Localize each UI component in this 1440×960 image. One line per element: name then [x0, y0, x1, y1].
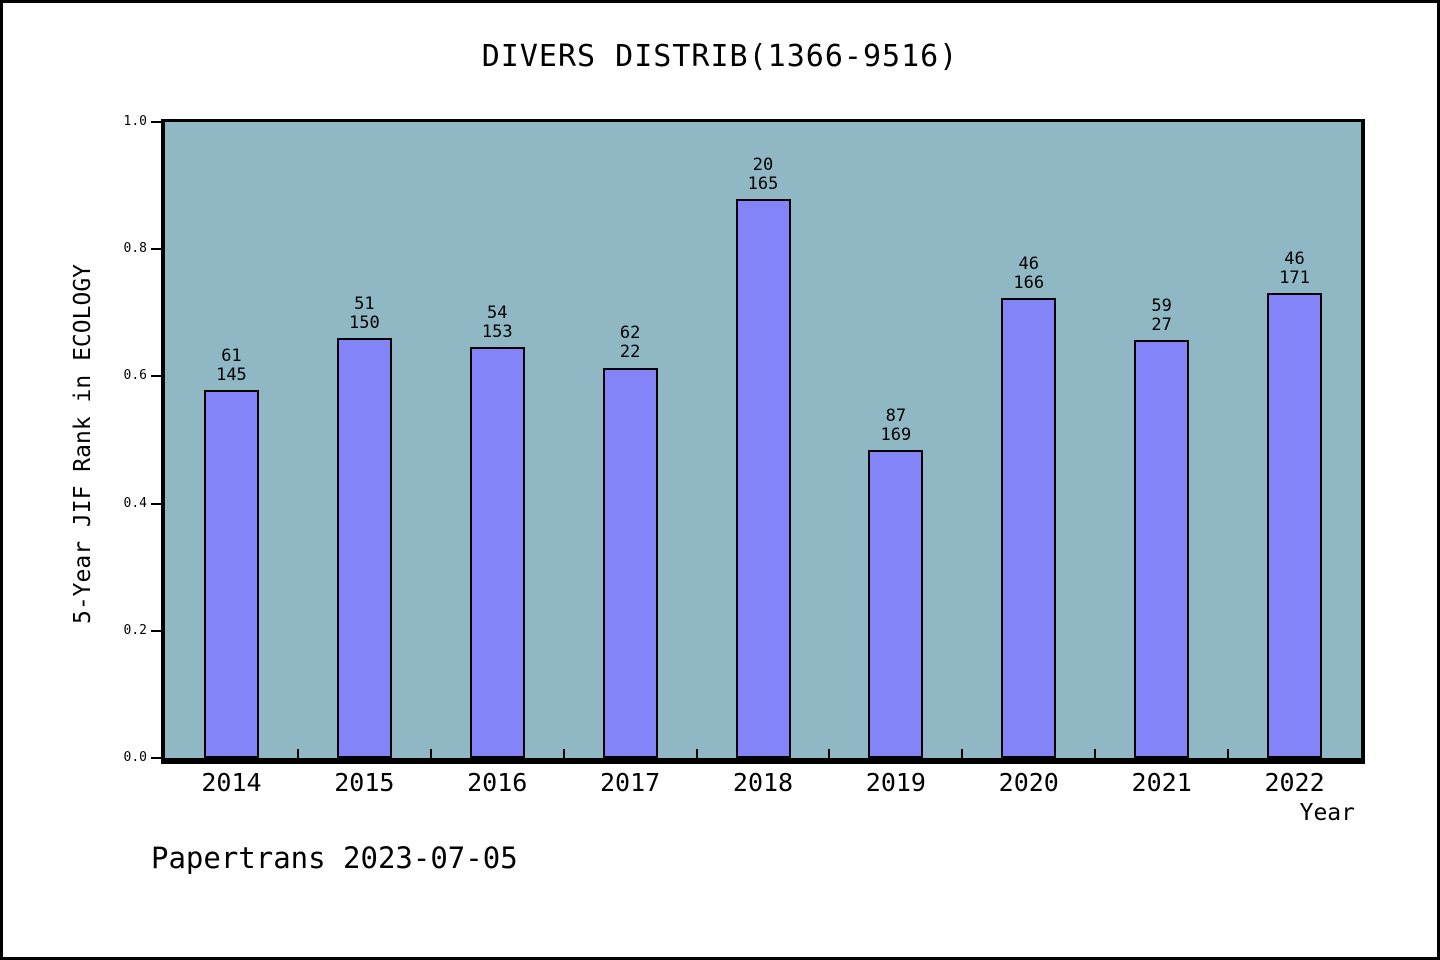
- bar-label: 62 22: [570, 324, 690, 362]
- bar-label-line: 61: [221, 345, 242, 366]
- bar-label: 54 153: [437, 302, 557, 342]
- x-minor-tick: [562, 749, 565, 758]
- bar: [868, 449, 924, 758]
- bar: [602, 367, 658, 758]
- bar-label: 46 171: [1235, 250, 1355, 288]
- bar-label-line: 46: [1018, 254, 1039, 275]
- x-tick-label: 2019: [865, 768, 926, 797]
- y-tick-label: 0.0: [123, 750, 147, 765]
- x-minor-tick: [961, 749, 964, 758]
- bar-label: 59 27: [1102, 297, 1222, 335]
- y-tick: [151, 629, 161, 632]
- plot-area: 0.0 0.2 0.4 0.6 0.8 1.0 61 145 2014 51 150 2015 54 15…: [124, 114, 1365, 797]
- watermark-text: Papertrans 2023-07-05: [151, 841, 518, 875]
- x-tick-label: 2020: [998, 768, 1059, 797]
- bar-label-line: 153: [481, 321, 513, 342]
- y-tick-label: 0.2: [123, 622, 147, 638]
- bar: [1267, 293, 1323, 758]
- y-tick: [151, 121, 161, 123]
- bar: [336, 338, 392, 758]
- bar-label: 87 169: [836, 405, 956, 445]
- bar-label-line: 150: [348, 313, 380, 334]
- y-tick: [151, 757, 161, 759]
- x-minor-tick: [429, 749, 432, 758]
- bar-label-line: 145: [216, 364, 247, 385]
- x-tick-label: 2021: [1131, 768, 1192, 797]
- x-tick-label: 2015: [334, 768, 395, 797]
- bar-label: 61 145: [171, 345, 291, 385]
- bar-label-line: 169: [880, 424, 912, 445]
- bar-label-line: 166: [1013, 273, 1045, 294]
- x-axis-label: Year: [1299, 800, 1355, 826]
- bar-label-line: 59: [1151, 296, 1172, 317]
- bar-label: 46 166: [969, 255, 1089, 293]
- bar: [1134, 340, 1190, 758]
- x-tick-label: 2022: [1264, 768, 1325, 797]
- x-minor-tick: [1227, 749, 1230, 758]
- bar-label: 20 165: [703, 154, 823, 194]
- bar: [469, 346, 525, 758]
- y-tick: [151, 375, 161, 378]
- x-minor-tick: [296, 749, 299, 758]
- bar-label-line: 165: [747, 173, 779, 194]
- y-tick: [151, 502, 161, 505]
- bar-label-line: 171: [1279, 268, 1310, 289]
- y-tick-label: 0.4: [123, 495, 147, 511]
- y-tick-label: 1.0: [123, 114, 147, 129]
- bar-label-line: 27: [1151, 315, 1172, 336]
- x-tick-label: 2018: [732, 768, 794, 797]
- y-tick: [151, 248, 161, 251]
- bar: [1001, 298, 1057, 758]
- bar-label-line: 62: [619, 323, 641, 344]
- x-tick-label: 2016: [467, 768, 528, 797]
- y-tick-label: 0.8: [123, 241, 147, 257]
- bar-label-line: 22: [619, 342, 641, 363]
- bar-label-line: 51: [354, 294, 375, 315]
- x-minor-tick: [695, 749, 698, 758]
- bar-label-line: 20: [752, 154, 774, 175]
- x-tick-label: 2017: [600, 768, 661, 797]
- y-axis-label: 5-Year JIF Rank in ECOLOGY: [70, 263, 96, 625]
- x-minor-tick: [1094, 749, 1097, 758]
- bar-label-line: 54: [486, 302, 508, 323]
- bar-label: 51 150: [304, 295, 424, 333]
- bar-label-line: 87: [885, 405, 907, 426]
- bar: [203, 389, 259, 758]
- x-tick-label: 2014: [201, 768, 262, 797]
- bar-label-line: 46: [1284, 249, 1305, 270]
- y-tick-label: 0.6: [123, 368, 147, 384]
- chart-title: DIVERS DISTRIB(1366-9516): [481, 39, 959, 74]
- x-minor-tick: [828, 749, 831, 758]
- bar: [735, 198, 791, 758]
